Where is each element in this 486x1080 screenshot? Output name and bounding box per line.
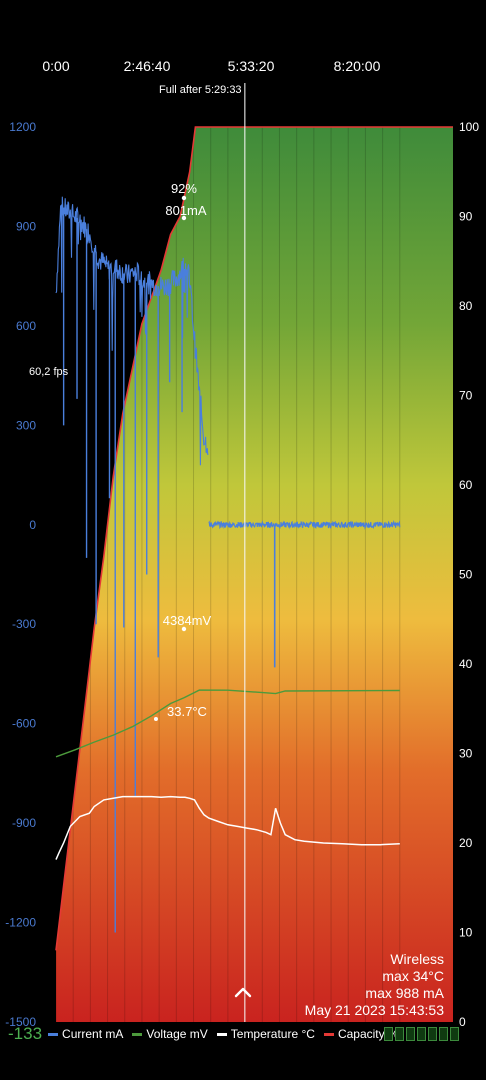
max-temperature: max 34°C bbox=[382, 968, 444, 984]
status-value: -133 bbox=[8, 1024, 43, 1043]
legend-item-voltage: Voltage mV bbox=[132, 1027, 208, 1041]
legend-item-temperature: Temperature °C bbox=[216, 1027, 315, 1041]
left-tick-label: -1200 bbox=[5, 916, 36, 930]
fps-overlay: 60,2 fps bbox=[29, 366, 69, 378]
timestamp: May 21 2023 15:43:53 bbox=[304, 1002, 444, 1018]
left-tick-label: 900 bbox=[16, 219, 36, 233]
legend-label: Voltage mV bbox=[146, 1027, 208, 1041]
left-tick-label: 300 bbox=[16, 418, 36, 432]
capacity-annotation: 92% bbox=[171, 181, 197, 196]
legend-item-capacity: Capacity % bbox=[323, 1027, 399, 1041]
x-tick-label: 5:33:20 bbox=[227, 58, 275, 74]
full-after-label: Full after 5:29:33 bbox=[159, 84, 242, 96]
right-tick-label: 100 bbox=[459, 120, 479, 134]
capacity-point bbox=[181, 195, 187, 201]
capacity-line bbox=[55, 126, 453, 951]
right-tick-label: 50 bbox=[459, 568, 473, 582]
right-tick-label: 30 bbox=[459, 747, 473, 761]
legend: -133 Current mA Voltage mV Temperature °… bbox=[8, 1024, 408, 1043]
x-tick-label: 2:46:40 bbox=[123, 58, 171, 74]
right-tick-label: 90 bbox=[459, 210, 473, 224]
left-tick-label: 1200 bbox=[9, 120, 36, 134]
max-current: max 988 mA bbox=[365, 985, 444, 1001]
x-tick-label: 0:00 bbox=[42, 58, 70, 74]
left-tick-label: 0 bbox=[29, 518, 36, 532]
left-tick-label: -600 bbox=[12, 717, 36, 731]
left-tick-label: -900 bbox=[12, 816, 36, 830]
legend-label: Current mA bbox=[62, 1027, 124, 1041]
voltage-point bbox=[181, 626, 187, 632]
right-tick-label: 60 bbox=[459, 478, 473, 492]
left-tick-label: 600 bbox=[16, 319, 36, 333]
x-tick-label: 8:20:00 bbox=[333, 58, 381, 74]
current-annotation: 801mA bbox=[165, 203, 207, 218]
left-tick-label: -300 bbox=[12, 617, 36, 631]
legend-label: Capacity % bbox=[337, 1027, 399, 1041]
stats-panel: Wireless max 34°C max 988 mA May 21 2023… bbox=[305, 951, 444, 1019]
chevron-up-icon[interactable] bbox=[233, 985, 253, 999]
right-tick-label: 70 bbox=[459, 389, 473, 403]
right-tick-label: 20 bbox=[459, 836, 473, 850]
current-point bbox=[181, 215, 187, 221]
signal-bars-icon bbox=[384, 1027, 459, 1041]
charge-source: Wireless bbox=[390, 951, 444, 967]
temperature-point bbox=[153, 717, 158, 721]
capacity-area bbox=[56, 127, 453, 1022]
temperature-annotation: 33.7°C bbox=[167, 704, 207, 719]
right-tick-label: 10 bbox=[459, 926, 473, 940]
right-tick-label: 80 bbox=[459, 299, 473, 313]
voltage-line bbox=[55, 689, 400, 758]
legend-item-current: Current mA bbox=[48, 1027, 123, 1041]
left-tick-label: -1500 bbox=[5, 1015, 36, 1029]
temperature-line bbox=[55, 795, 400, 860]
right-tick-label: 40 bbox=[459, 657, 473, 671]
right-tick-label: 0 bbox=[459, 1015, 466, 1029]
legend-label: Temperature °C bbox=[230, 1027, 315, 1041]
current-idle-line bbox=[208, 519, 401, 530]
voltage-annotation: 4384mV bbox=[163, 613, 212, 628]
